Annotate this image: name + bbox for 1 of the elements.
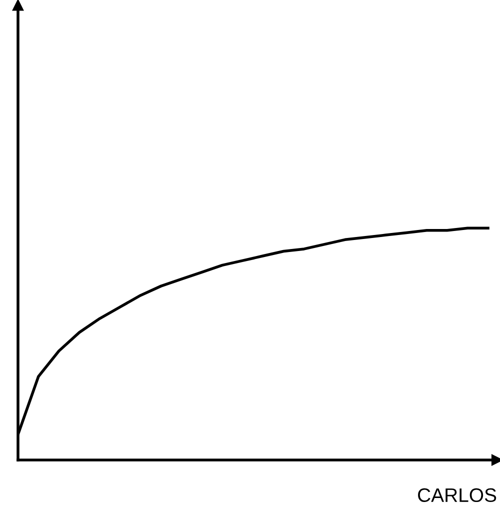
x-axis-title: CARLOS — [418, 488, 496, 502]
